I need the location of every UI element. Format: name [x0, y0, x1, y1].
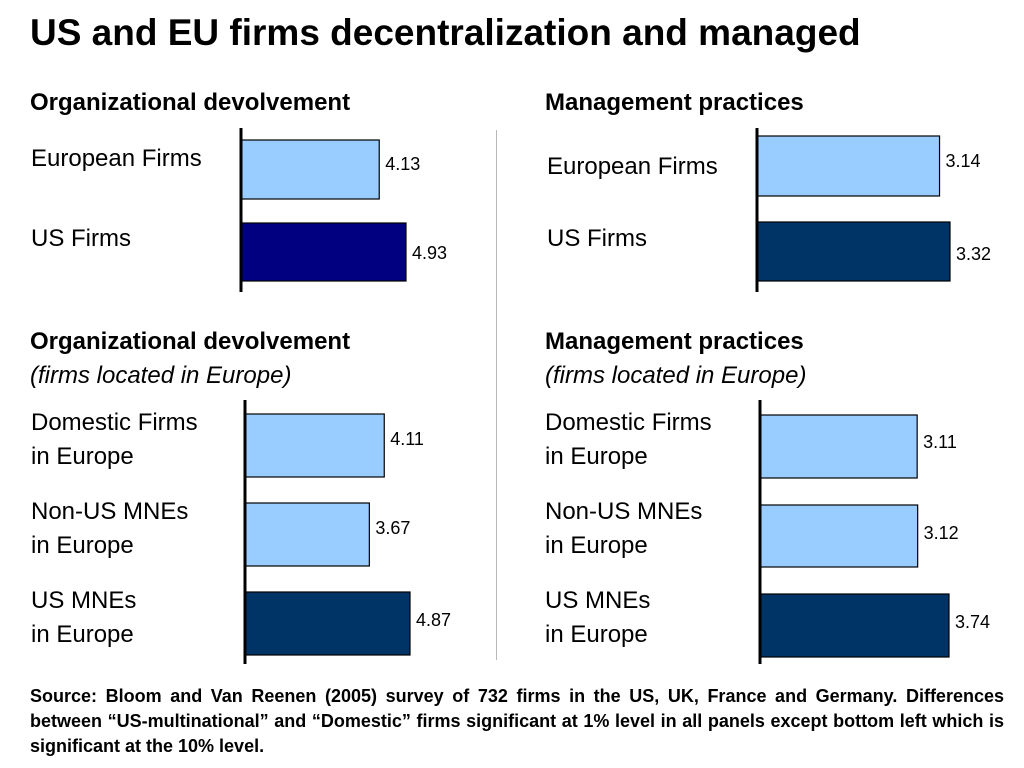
category-label: US MNEs in Europe [545, 587, 651, 648]
page-title: US and EU firms decentralization and man… [30, 12, 861, 53]
panel-4-title: Management practices [545, 328, 804, 355]
category-label: Domestic Firms in Europe [31, 409, 198, 470]
bar [244, 413, 385, 478]
data-label: 3.74 [955, 612, 990, 632]
panel-divider [496, 130, 497, 660]
bar [756, 135, 941, 197]
data-label: 4.93 [412, 243, 447, 263]
bar [756, 221, 951, 282]
bar [759, 414, 918, 479]
data-label: 4.11 [390, 429, 424, 449]
panel-4-subtitle: (firms located in Europe) [545, 362, 807, 389]
bar [244, 502, 370, 567]
source-note: Source: Bloom and Van Reenen (2005) surv… [30, 686, 1004, 756]
category-label: European Firms [31, 145, 202, 172]
panel-3-title: Organizational devolvement [30, 328, 351, 355]
data-label: 3.32 [956, 244, 991, 264]
bar [240, 139, 380, 200]
bar [759, 593, 950, 658]
data-label: 3.67 [375, 518, 410, 538]
panel-3-subtitle: (firms located in Europe) [30, 362, 292, 389]
category-label: European Firms [547, 153, 718, 180]
panel-1-title: Organizational devolvement [30, 89, 351, 116]
data-label: 3.11 [923, 432, 957, 452]
bar [759, 504, 919, 568]
data-label: 4.13 [385, 154, 420, 174]
category-label: US Firms [547, 225, 647, 252]
data-label: 3.14 [946, 151, 981, 171]
data-label: 3.12 [924, 523, 959, 543]
category-label: Non-US MNEs in Europe [31, 498, 189, 559]
category-label: Non-US MNEs in Europe [545, 498, 703, 559]
category-label: US Firms [31, 225, 131, 252]
bar [240, 222, 407, 282]
category-label: Domestic Firms in Europe [545, 409, 712, 470]
panel-2-title: Management practices [545, 89, 804, 116]
data-label: 4.87 [416, 610, 451, 630]
category-label: US MNEs in Europe [31, 587, 137, 648]
bar [244, 591, 411, 656]
